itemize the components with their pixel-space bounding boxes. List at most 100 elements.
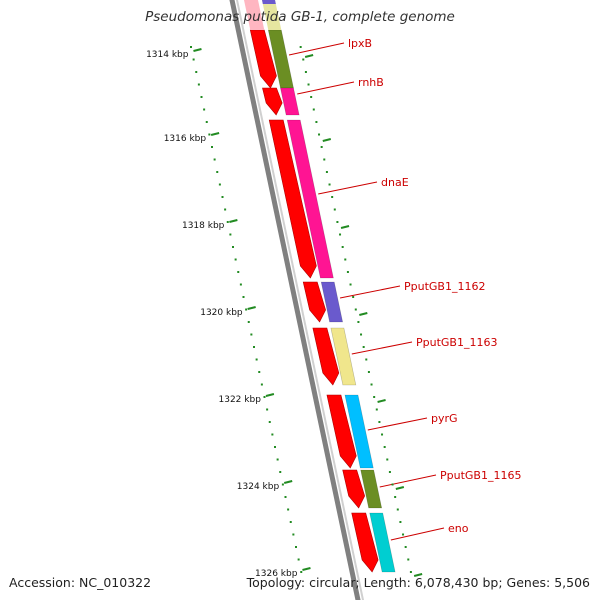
ruler-dot-right [357,321,360,323]
ruler-label: 1326 kbp [255,569,298,579]
ruler-label: 1322 kbp [219,395,262,405]
genome-backbone-highlight [235,0,365,600]
strand-arrow [351,512,379,573]
gene-band-pputgb1_1165 [360,469,383,509]
ruler-major-tick-right [322,138,332,142]
ruler-dot [284,496,287,498]
gene-label-pputgb1_1163: PputGB1_1163 [416,336,497,349]
ruler-dot [274,446,276,448]
genome-title: Pseudomonas putida GB-1, complete genome [145,9,455,25]
ruler-dot [211,146,213,148]
ruler-dot [268,421,271,423]
ruler-dot [197,83,200,86]
gene-band-partial-top [262,0,276,4]
ruler-dot-right [299,46,302,48]
ruler-major-tick [247,306,256,310]
ruler-dot-right [315,121,318,123]
ruler-major-tick [302,567,311,571]
gene-leader-line [288,42,345,56]
gene-band-pputgb1_1162 [320,281,343,323]
ruler-dot-right [373,396,376,398]
gene-leader-line [379,474,437,488]
ruler-label: 1316 kbp [164,134,207,144]
ruler-dot-right [375,408,378,411]
gene-label-lpxb: lpxB [348,37,372,50]
ruler-dot-right [302,58,305,61]
ruler-dot-right [388,471,391,473]
ruler-dot [229,233,232,236]
ruler-dot-right [339,233,342,236]
ruler-dot-right [402,533,405,536]
gene-band-pyrg [344,394,374,469]
gene-band-eno [369,512,396,573]
strand-arrow [342,469,366,509]
strand-arrow [312,327,340,386]
ruler-dot-right [381,433,384,436]
ruler-label: 1320 kbp [200,308,243,318]
ruler-dot-right [360,333,363,336]
genome-backbone [229,0,361,600]
ruler-dot [287,508,290,511]
ruler-dot-right [378,421,381,423]
strand-arrow [268,119,317,279]
ruler-dot-right [391,483,394,486]
ruler-dot-right [367,371,370,373]
ruler-dot-right [394,496,397,498]
ruler-dot-right [386,458,389,461]
ruler-major-tick-right [304,54,314,58]
ruler-label: 1318 kbp [182,221,225,231]
gene-label-rnhb: rnhB [358,76,384,89]
ruler-dot [255,358,258,361]
ruler-major-tick-right [395,486,405,490]
ruler-dot [216,171,219,173]
ruler-dot [203,108,206,111]
ruler-dot [242,296,245,298]
ruler-dot [237,271,240,273]
ruler-dot-right [307,83,310,86]
ruler-dot-right [333,208,336,211]
ruler-dot-right [312,108,315,111]
ruler-dot [266,408,269,411]
ruler-dot-right [344,258,347,261]
gene-band-pputgb1_1163 [330,327,357,386]
ruler-dot [289,521,292,523]
ruler-dot-right [404,546,407,548]
ruler-dot-right [362,346,365,348]
ruler-label: 1324 kbp [237,482,280,492]
ruler-dot-right [346,271,349,273]
ruler-dot [271,433,274,436]
ruler-dot [260,383,263,386]
ruler-dot-right [370,383,373,386]
ruler-dot [292,533,295,536]
ruler-dot-right [328,183,331,186]
strand-arrow-partial [244,0,265,30]
ruler-major-tick [283,480,293,484]
gene-leader-line [367,417,428,431]
ruler-dot [213,158,216,161]
accession-text: Accession: NC_010322 [9,575,152,590]
ruler-dot [295,546,297,548]
ruler-dot [297,558,300,561]
ruler-dot-right [399,521,402,523]
strand-arrow [262,87,283,116]
ruler-dot-right [354,308,357,311]
ruler-dot [245,308,248,311]
ruler-dot [250,333,253,336]
gene-band-rnhb [280,87,300,116]
strand-arrow [326,394,357,469]
ruler-dot [279,471,282,473]
ruler-dot-right [323,158,326,161]
ruler-dot-right [349,283,352,286]
ruler-dot-right [318,133,321,136]
ruler-dot-right [409,571,412,573]
ruler-dot-right [365,358,368,361]
ruler-major-tick [210,132,220,136]
ruler-dot [263,396,266,398]
ruler-dot [276,458,279,461]
gene-leader-line [351,341,413,355]
ruler-dot-right [407,558,410,561]
strand-arrow [302,281,326,323]
ruler-dot [218,183,221,186]
ruler-major-tick [193,48,202,52]
